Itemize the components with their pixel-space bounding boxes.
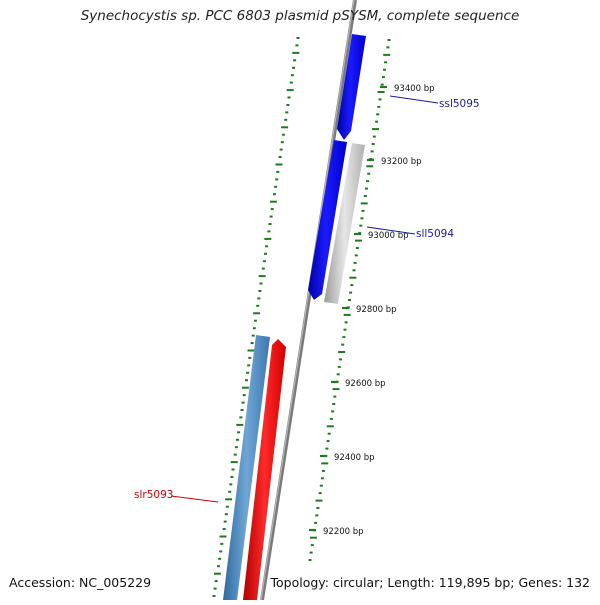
position-tick-label: 93200 bp [381,157,422,167]
backbone-highlight [260,0,355,601]
feature-ssl5095-arrow[interactable] [337,34,366,140]
position-tick-label: 92600 bp [345,379,386,389]
position-ticks: 93400 bp 93200 bp 93000 bp 92800 bp 92600 bp… [309,84,435,537]
position-tick-label: 93000 bp [368,231,409,241]
gc-skew-left-track [212,37,300,597]
position-tick-label: 92200 bp [323,527,364,537]
page-title: Synechocystis sp. PCC 6803 plasmid pSYSM… [80,8,520,24]
gene-label-slr5093[interactable]: slr5093 [134,489,173,501]
feature-slr5093-arrow[interactable] [243,339,286,600]
callout-slr5093-line [170,495,219,503]
callout-ssl5095-line [389,95,439,104]
position-tick-label: 93400 bp [394,84,435,94]
gc-skew-right-track [308,39,391,561]
position-tick-label: 92400 bp [334,453,375,463]
position-tick-label: 92800 bp [356,305,397,315]
gene-label-ssl5095[interactable]: ssl5095 [439,98,480,110]
topology-summary: Topology: circular; Length: 119,895 bp; … [270,575,591,590]
backbone-line [260,0,357,601]
gene-label-sll5094[interactable]: sll5094 [416,228,454,240]
feature-sll5094-arrow[interactable] [308,140,347,300]
callout-sll5094-line [366,226,416,235]
accession-label: Accession: NC_005229 [9,575,152,590]
feature-gray-bar[interactable] [324,143,365,304]
feature-steel-bar[interactable] [223,335,270,600]
